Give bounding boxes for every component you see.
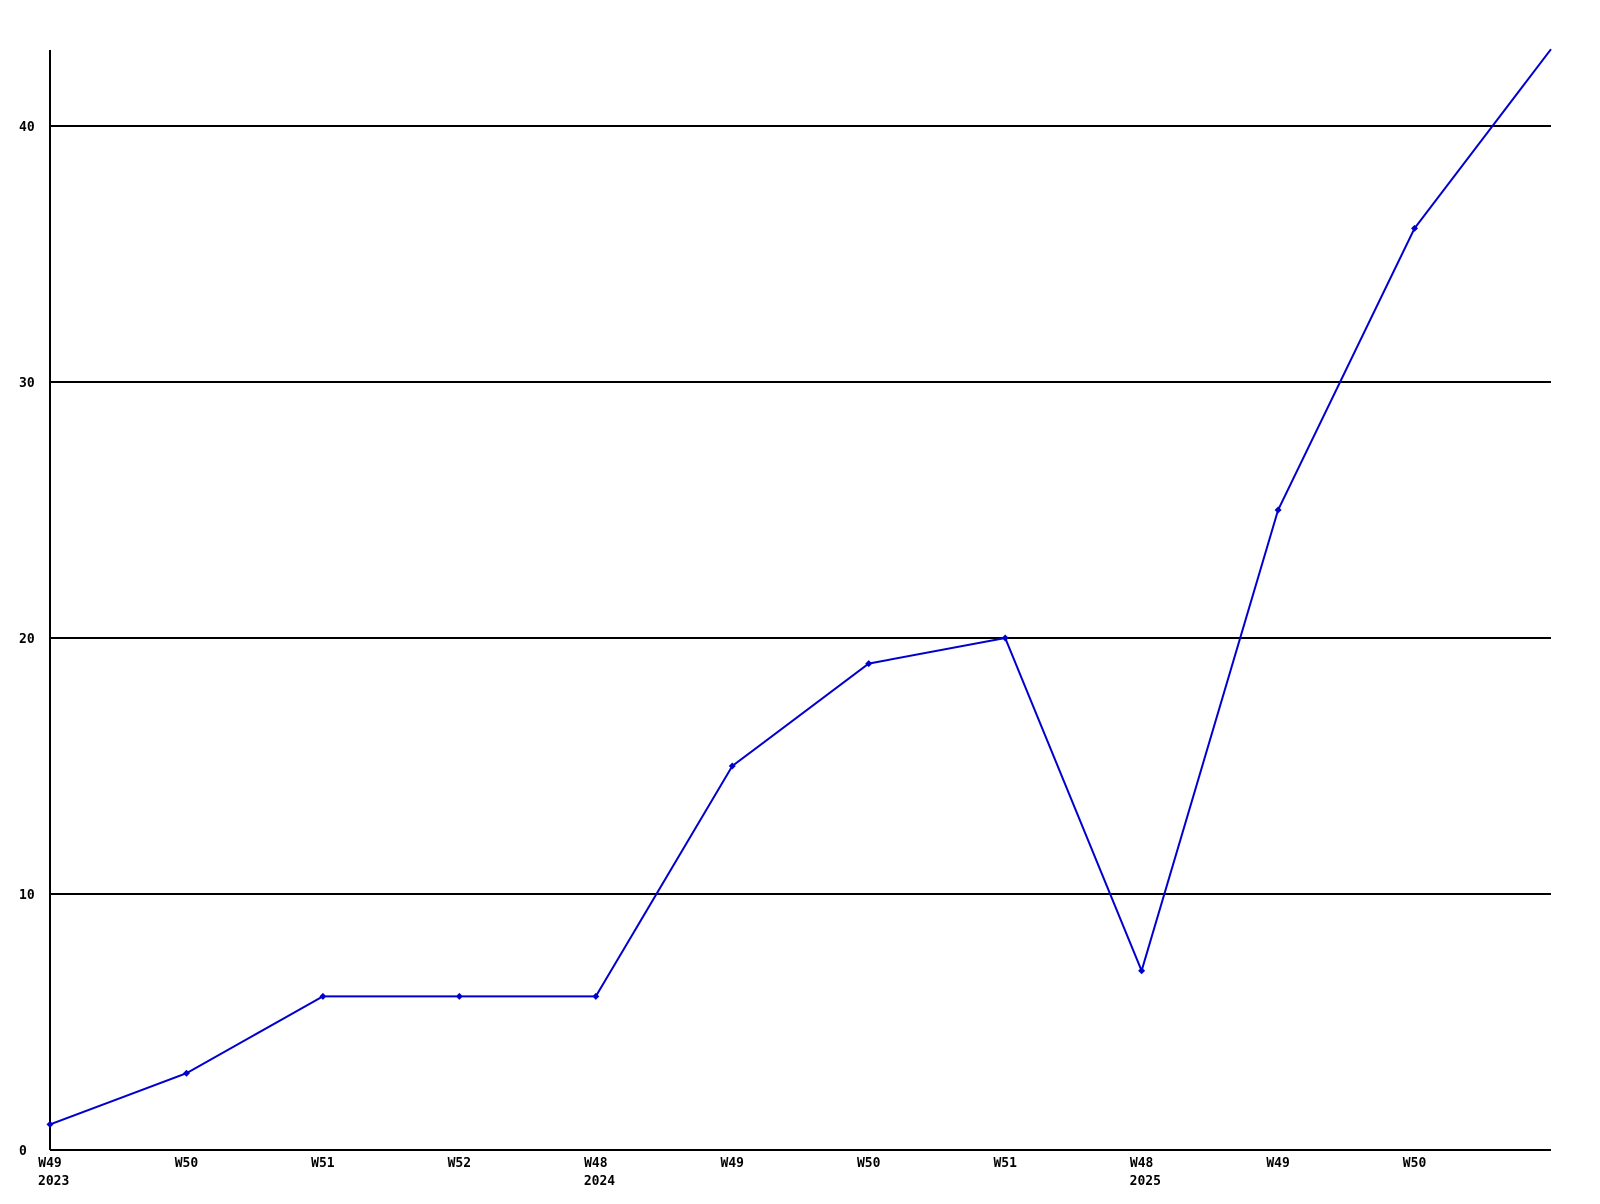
x-tick-week-label: W51 [993, 1156, 1017, 1171]
data-point-marker [1138, 967, 1146, 975]
x-tick-week-label: W49 [721, 1156, 744, 1171]
data-point-marker [319, 992, 327, 1000]
x-tick-week-label: W48 [584, 1156, 608, 1171]
y-tick-label: 10 [19, 888, 35, 903]
x-tick-week-label: W49 [38, 1156, 61, 1171]
data-line [49, 48, 1552, 1126]
data-point-marker [728, 762, 736, 770]
data-point-marker [592, 992, 600, 1000]
data-point-marker [1274, 506, 1282, 514]
y-tick-label: 0 [19, 1144, 27, 1159]
y-tick-label: 40 [19, 120, 35, 135]
data-point-marker [1001, 634, 1009, 642]
x-tick-week-label: W50 [1403, 1156, 1427, 1171]
y-tick-label: 20 [19, 632, 35, 647]
x-tick-week-label: W52 [448, 1156, 471, 1171]
x-tick-year-label: 2025 [1130, 1174, 1161, 1189]
x-tick-year-label: 2024 [584, 1174, 615, 1189]
data-point-marker [1411, 224, 1419, 232]
x-tick-week-label: W49 [1266, 1156, 1289, 1171]
data-point-marker [865, 660, 873, 668]
data-point-marker [46, 1120, 54, 1128]
y-tick-label: 30 [19, 376, 35, 391]
x-tick-week-label: W50 [175, 1156, 199, 1171]
x-tick-week-label: W50 [857, 1156, 881, 1171]
x-tick-week-label: W51 [311, 1156, 335, 1171]
data-point-marker [182, 1069, 190, 1077]
data-point-marker [455, 992, 463, 1000]
x-tick-week-label: W48 [1130, 1156, 1154, 1171]
x-tick-year-label: 2023 [38, 1174, 69, 1189]
